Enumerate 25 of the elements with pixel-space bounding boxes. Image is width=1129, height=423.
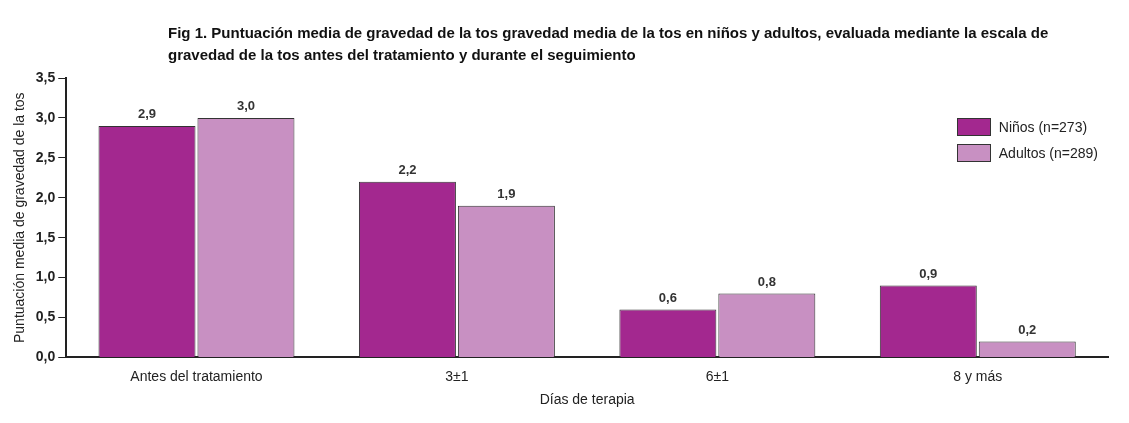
x-tick-label: 6±1 [705,367,730,384]
y-tick-label: 2,0 [35,188,56,205]
x-tick-label: Antes del tratamiento [130,367,263,384]
data-label: 3,0 [236,97,255,113]
y-tick-label: 1,5 [35,228,56,245]
data-label: 0,6 [658,289,677,305]
x-axis-title: Días de terapia [539,391,635,408]
y-tick-label: 0,5 [35,308,56,325]
chart-title: Fig 1. Puntuación media de gravedad de la tos gravedad media de la tos en niños y adultos, evaluada mediante la escala de gravedad de la tos antes del tratamiento y durante el seguimiento [168,23,1050,65]
x-tick-label: 8 y más [953,367,1003,384]
y-tick-label: 2,5 [35,148,56,165]
y-tick-label: 3,5 [35,68,56,85]
data-label: 2,2 [398,161,417,177]
y-tick-label: 0,0 [35,348,56,365]
data-label: 0,2 [1018,321,1037,337]
y-tick-label: 1,0 [35,268,56,285]
y-axis-title: Puntuación media de gravedad de la tos [11,92,28,344]
data-label: 1,9 [497,185,516,201]
data-label: 0,9 [919,265,938,281]
legend-label: Niños (n=273) [998,119,1088,135]
data-label: 0,8 [757,273,776,289]
x-tick-label: 3±1 [445,367,469,384]
y-tick-label: 3,0 [35,108,56,125]
data-label: 2,9 [137,105,157,121]
legend-label: Adultos (n=289) [998,145,1098,161]
